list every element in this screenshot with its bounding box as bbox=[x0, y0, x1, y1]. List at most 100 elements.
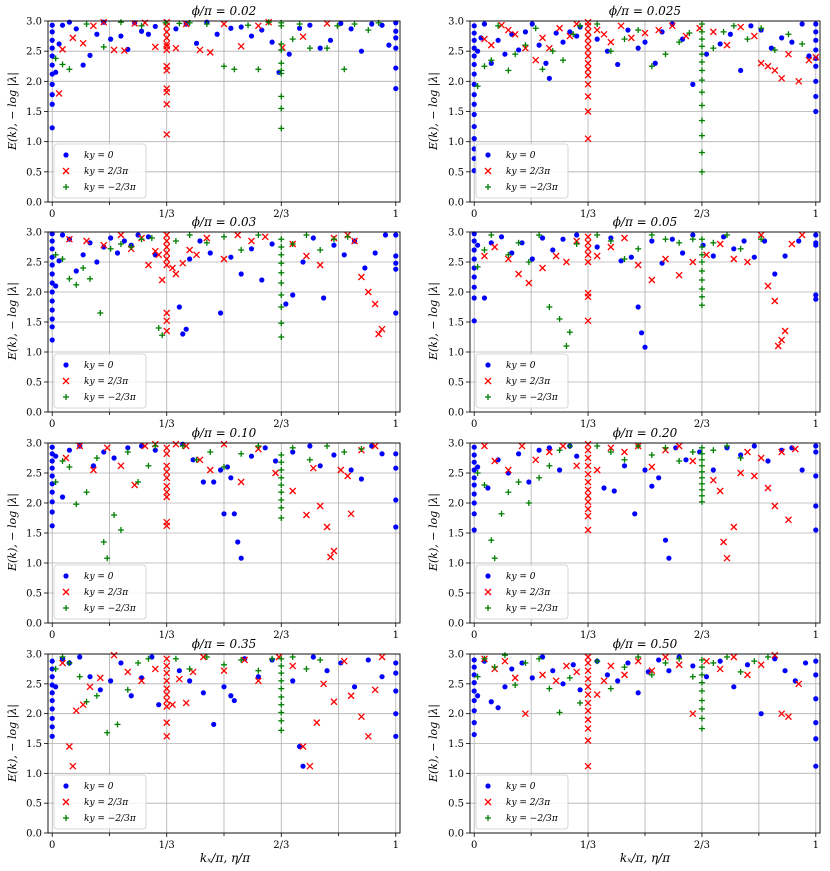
data-point bbox=[686, 30, 693, 37]
legend-marker bbox=[63, 783, 69, 789]
data-point bbox=[536, 655, 543, 662]
y-tick-label: 0.0 bbox=[26, 619, 42, 630]
data-point bbox=[163, 28, 171, 36]
data-point bbox=[698, 486, 705, 493]
data-point bbox=[621, 664, 628, 671]
data-point bbox=[628, 254, 634, 260]
data-point bbox=[221, 511, 227, 517]
y-tick-label: 2.5 bbox=[26, 258, 42, 269]
data-point bbox=[471, 53, 477, 59]
data-point bbox=[666, 668, 672, 674]
data-point bbox=[698, 656, 705, 663]
data-point bbox=[278, 467, 285, 473]
data-point bbox=[163, 243, 171, 251]
data-point bbox=[584, 707, 592, 715]
data-point bbox=[79, 39, 87, 47]
data-point bbox=[278, 709, 285, 716]
data-point bbox=[120, 47, 128, 55]
data-point bbox=[172, 44, 180, 52]
data-point bbox=[560, 681, 566, 687]
data-point bbox=[703, 674, 710, 680]
data-point bbox=[584, 233, 592, 241]
data-point bbox=[320, 680, 328, 688]
data-point bbox=[573, 462, 581, 470]
data-point bbox=[526, 479, 532, 485]
data-point bbox=[539, 34, 546, 42]
data-point bbox=[710, 659, 717, 666]
data-point bbox=[255, 667, 262, 674]
data-point bbox=[49, 254, 55, 260]
x-tick-label: 0 bbox=[49, 840, 55, 851]
y-tick-label: 2.5 bbox=[448, 47, 464, 58]
data-point bbox=[474, 263, 481, 270]
data-point bbox=[570, 662, 576, 668]
y-tick-label: 0.5 bbox=[26, 589, 42, 600]
data-point bbox=[471, 467, 477, 473]
data-point bbox=[594, 36, 600, 42]
series-1 bbox=[471, 21, 819, 174]
data-point bbox=[594, 244, 600, 250]
legend-marker bbox=[63, 815, 69, 821]
data-point bbox=[302, 511, 310, 519]
data-point bbox=[471, 274, 477, 280]
data-point bbox=[49, 271, 55, 277]
data-point bbox=[778, 336, 786, 344]
data-point bbox=[124, 449, 131, 455]
data-point bbox=[557, 467, 563, 473]
y-tick-label: 1.0 bbox=[26, 559, 42, 570]
data-point bbox=[698, 715, 705, 722]
legend-label: ky = 0 bbox=[506, 782, 536, 792]
data-point bbox=[604, 672, 611, 678]
data-point bbox=[217, 310, 224, 316]
data-point bbox=[584, 18, 592, 26]
data-point bbox=[163, 518, 171, 526]
data-point bbox=[774, 342, 782, 350]
panels: 0.0 0.5 1.0 1.5 2.0 2.5 3.0 0 1/3 2/3 1 ϕ/π = 0.02 k… bbox=[26, 4, 821, 851]
data-point bbox=[108, 235, 114, 241]
data-point bbox=[625, 27, 631, 33]
data-point bbox=[337, 466, 345, 474]
data-point bbox=[351, 684, 358, 690]
data-point bbox=[607, 48, 614, 55]
data-point bbox=[148, 235, 155, 241]
y-tick-label: 2.0 bbox=[448, 709, 464, 720]
legend-label: ky = 2/3π bbox=[84, 377, 129, 387]
data-point bbox=[584, 251, 592, 259]
data-point bbox=[758, 25, 765, 32]
data-point bbox=[100, 43, 107, 50]
y-tick-label: 1.0 bbox=[26, 348, 42, 359]
data-point bbox=[539, 264, 546, 272]
data-point bbox=[307, 443, 313, 449]
data-point bbox=[627, 34, 635, 42]
y-tick-label: 2.0 bbox=[448, 77, 464, 88]
data-point bbox=[698, 251, 705, 258]
y-tick-label: 0.0 bbox=[448, 198, 464, 209]
data-point bbox=[634, 657, 642, 665]
x-tick-label: 2/3 bbox=[694, 840, 710, 851]
data-point bbox=[662, 51, 669, 58]
data-point bbox=[53, 453, 59, 459]
legend: ky = 0 ky = 2/3π ky = −2/3π bbox=[53, 564, 147, 620]
data-point bbox=[296, 21, 303, 28]
data-point bbox=[299, 743, 307, 750]
data-point bbox=[49, 337, 55, 343]
data-point bbox=[675, 442, 683, 450]
x-tick-label: 1/3 bbox=[580, 630, 596, 641]
legend-label: ky = 2/3π bbox=[84, 167, 129, 177]
data-point bbox=[698, 43, 705, 50]
data-point bbox=[49, 465, 55, 471]
data-point bbox=[656, 657, 662, 663]
series-1 bbox=[471, 231, 819, 350]
data-point bbox=[144, 261, 152, 269]
data-point bbox=[289, 241, 296, 247]
data-point bbox=[90, 463, 97, 469]
x-tick-label: 0 bbox=[49, 419, 55, 430]
data-point bbox=[207, 449, 214, 455]
data-point bbox=[300, 259, 306, 265]
legend-marker bbox=[485, 783, 491, 789]
data-point bbox=[221, 233, 227, 240]
data-point bbox=[813, 763, 819, 769]
data-point bbox=[237, 42, 245, 50]
data-point bbox=[163, 231, 171, 239]
data-point bbox=[49, 666, 55, 672]
